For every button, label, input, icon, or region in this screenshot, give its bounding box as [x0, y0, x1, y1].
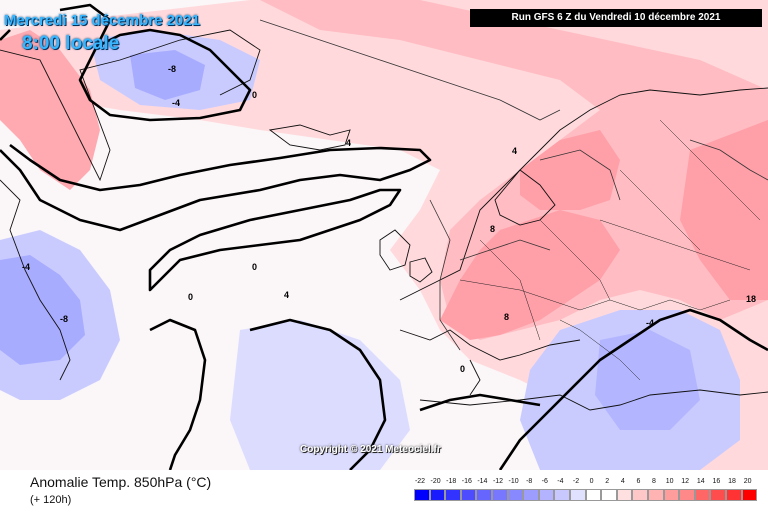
- legend-tick-label: -2: [572, 478, 580, 485]
- legend-tick-label: 18: [728, 478, 736, 485]
- legend-tick-label: 2: [605, 478, 610, 485]
- forecast-date: Mercredi 15 décembre 2021: [4, 12, 200, 29]
- legend-tick-label: -20: [430, 478, 441, 485]
- coastlines: [0, 29, 768, 411]
- legend-tick-label: -8: [526, 478, 533, 485]
- legend-swatch: [601, 489, 617, 501]
- legend-swatch: [476, 489, 492, 501]
- lead-time: (+ 120h): [30, 494, 72, 506]
- forecast-local-time: 8:00 locale: [22, 33, 120, 54]
- legend-swatch: [710, 489, 726, 501]
- legend-tick-label: -14: [477, 478, 488, 485]
- legend-tick-label: -16: [461, 478, 472, 485]
- model-run-banner: Run GFS 6 Z du Vendredi 10 décembre 2021: [470, 9, 762, 27]
- legend-tick-label: 0: [589, 478, 594, 485]
- legend-tick-label: -10: [508, 478, 519, 485]
- contour-label: 4: [284, 290, 289, 300]
- legend-tick-label: 16: [712, 478, 721, 485]
- legend-swatch: [648, 489, 664, 501]
- legend-tick-label: 12: [681, 478, 690, 485]
- contour-label: 0: [188, 292, 193, 302]
- legend-swatch: [679, 489, 695, 501]
- contour-label: 0: [252, 90, 257, 100]
- legend-swatch: [492, 489, 508, 501]
- legend-tick-label: 8: [652, 478, 656, 485]
- warm-anomaly-east: [680, 120, 768, 300]
- legend-tick-label: 4: [620, 478, 625, 485]
- contour-label: 8: [504, 312, 509, 322]
- country-borders: [459, 119, 761, 381]
- contour-label: 18: [746, 294, 756, 304]
- legend-swatch: [570, 489, 586, 501]
- legend-swatch: [429, 489, 446, 501]
- contour-label: -4: [22, 262, 30, 272]
- legend-swatch: [632, 489, 648, 501]
- legend-swatch: [507, 489, 524, 501]
- legend-tick-label: -4: [557, 478, 564, 485]
- contour-label: 0: [460, 364, 465, 374]
- warm-anomaly-scandinavia: [520, 130, 620, 210]
- contour-label: -8: [168, 64, 176, 74]
- cold-anomaly-greenland-core: [130, 50, 205, 100]
- contour-label: -8: [60, 314, 68, 324]
- contour-labels: -8 -4 0 4 8 -8 -4 0 4 8 18 0 -4 4 0: [22, 64, 756, 374]
- legend-swatch: [414, 489, 430, 501]
- anomaly-contours-4: [259, 19, 768, 351]
- contour-label: 8: [490, 224, 495, 234]
- legend-tick-label: 20: [743, 478, 752, 485]
- legend-swatch: [523, 489, 539, 501]
- legend-swatch: [445, 489, 461, 501]
- legend-tick-label: -18: [446, 478, 457, 485]
- legend-swatch: [616, 489, 633, 501]
- contour-label: 4: [346, 138, 351, 148]
- legend-tick-label: 14: [696, 478, 705, 485]
- legend-swatch: [585, 489, 602, 501]
- legend-tick-label: -6: [541, 478, 548, 485]
- legend-swatch: [741, 489, 758, 501]
- warm-anomaly-greenland: [0, 30, 100, 190]
- legend-swatch: [694, 489, 711, 501]
- contour-label: -4: [172, 98, 180, 108]
- legend-swatch: [726, 489, 742, 501]
- contour-label: 0: [252, 262, 257, 272]
- variable-title: Anomalie Temp. 850hPa (°C): [30, 474, 212, 490]
- anomaly-map: -8 -4 0 4 8 -8 -4 0 4 8 18 0 -4 4 0: [0, 0, 768, 470]
- warm-anomaly-europe: [440, 210, 620, 340]
- legend-tick-label: 10: [665, 478, 674, 485]
- legend-swatch: [554, 489, 570, 501]
- legend-tick-label: 6: [636, 478, 641, 485]
- cold-anomaly-labrador-core: [0, 255, 85, 365]
- legend-swatch: [538, 489, 555, 501]
- warm-anomaly-area-strong: [260, 0, 768, 340]
- contour-label: -4: [646, 318, 654, 328]
- contour-label: 4: [512, 146, 517, 156]
- copyright-watermark: Copyright © 2021 Meteociel.fr: [300, 444, 441, 455]
- legend-tick-label: -12: [492, 478, 504, 485]
- legend-swatch: [460, 489, 477, 501]
- zero-anomaly-contours: [0, 3, 768, 470]
- legend-swatch: [663, 489, 680, 501]
- legend-tick-label: -22: [414, 478, 426, 485]
